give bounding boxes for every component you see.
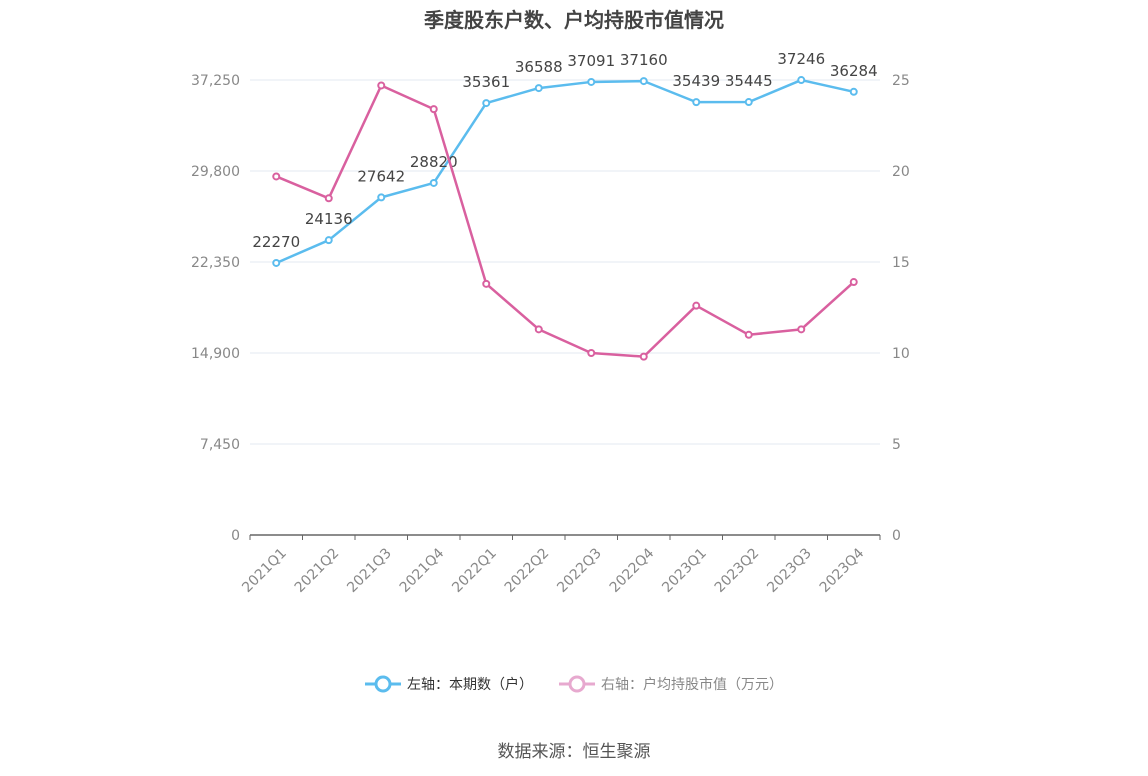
data-label: 37246 [777, 50, 825, 68]
x-axis-tick-label: 2023Q4 [817, 545, 868, 596]
avg-value-point [377, 81, 386, 90]
right-axis-tick-label: 10 [892, 346, 910, 362]
x-axis-tick-label: 2022Q3 [554, 545, 605, 596]
x-axis-tick-label: 2023Q1 [659, 545, 710, 596]
holders-point [797, 76, 806, 85]
right-axis-tick-label: 20 [892, 164, 910, 180]
avg-value-point [692, 301, 701, 310]
right-axis-tick-label: 0 [892, 528, 901, 544]
data-label: 28820 [410, 153, 458, 171]
x-axis-tick-label: 2022Q1 [449, 545, 500, 596]
data-label: 35361 [462, 73, 510, 91]
holders-point [482, 99, 491, 108]
x-axis-tick-label: 2021Q2 [292, 545, 343, 596]
left-axis-tick-label: 0 [231, 528, 240, 544]
avg-value-point [587, 349, 596, 357]
legend-line-circle-icon [365, 675, 401, 693]
avg-value-point [324, 194, 333, 203]
data-label: 35445 [725, 72, 773, 90]
holders-point [744, 98, 753, 107]
data-label: 24136 [305, 210, 353, 228]
x-axis-tick-label: 2023Q3 [764, 545, 815, 596]
left-axis-tick-label: 29,800 [191, 164, 240, 180]
x-axis-tick-label: 2023Q2 [712, 545, 763, 596]
legend-line-circle-icon [559, 675, 595, 693]
avg-value-point [797, 325, 806, 334]
legend: 左轴：本期数（户） 右轴：户均持股市值（万元） [0, 674, 1148, 694]
series-line-holders [275, 78, 855, 265]
x-axis-tick-label: 2021Q4 [397, 545, 448, 596]
chart-title: 季度股东户数、户均持股市值情况 [424, 8, 724, 32]
holders-point [639, 77, 648, 86]
left-axis-tick-label: 14,900 [191, 346, 240, 362]
data-label: 35439 [672, 72, 720, 90]
left-axis-tick-label: 7,450 [200, 437, 240, 453]
right-axis-tick-label: 15 [892, 255, 910, 271]
left-axis-tick-label: 37,250 [191, 73, 240, 89]
data-label: 27642 [357, 167, 405, 185]
holders-point [692, 98, 701, 107]
avg-value-point [482, 279, 491, 288]
legend-label-left: 左轴：本期数（户） [407, 677, 533, 693]
source-note: 数据来源：恒生聚源 [497, 742, 651, 762]
x-axis-tick-label: 2021Q1 [239, 545, 290, 596]
holders-point [429, 178, 438, 187]
data-label: 37091 [567, 52, 615, 70]
avg-value-point [534, 325, 543, 334]
holders-point [849, 87, 858, 96]
data-label: 36588 [515, 58, 563, 76]
x-axis-tick-label: 2022Q2 [502, 545, 553, 596]
holders-point [272, 258, 281, 267]
avg-value-point [429, 105, 438, 114]
avg-value-point [639, 352, 648, 361]
legend-label-right: 右轴：户均持股市值（万元） [601, 677, 783, 693]
legend-item-right[interactable]: 右轴：户均持股市值（万元） [559, 674, 783, 694]
series-line-avg-value [275, 84, 855, 358]
legend-item-left[interactable]: 左轴：本期数（户） [365, 674, 533, 694]
avg-value-point [849, 278, 858, 287]
avg-value-point [744, 330, 753, 339]
left-axis-tick-label: 22,350 [191, 255, 240, 271]
data-label: 36284 [830, 62, 878, 80]
avg-value-point [272, 172, 281, 181]
x-axis-tick-label: 2022Q4 [607, 545, 658, 596]
right-axis-tick-label: 25 [892, 73, 910, 89]
data-label: 22270 [252, 233, 300, 251]
holders-point [377, 193, 386, 202]
x-axis-tick-label: 2021Q3 [344, 545, 395, 596]
holders-point [587, 77, 596, 86]
holders-point [324, 236, 333, 245]
right-axis-tick-label: 5 [892, 437, 901, 453]
data-label: 37160 [620, 51, 668, 69]
holders-point [534, 84, 543, 93]
